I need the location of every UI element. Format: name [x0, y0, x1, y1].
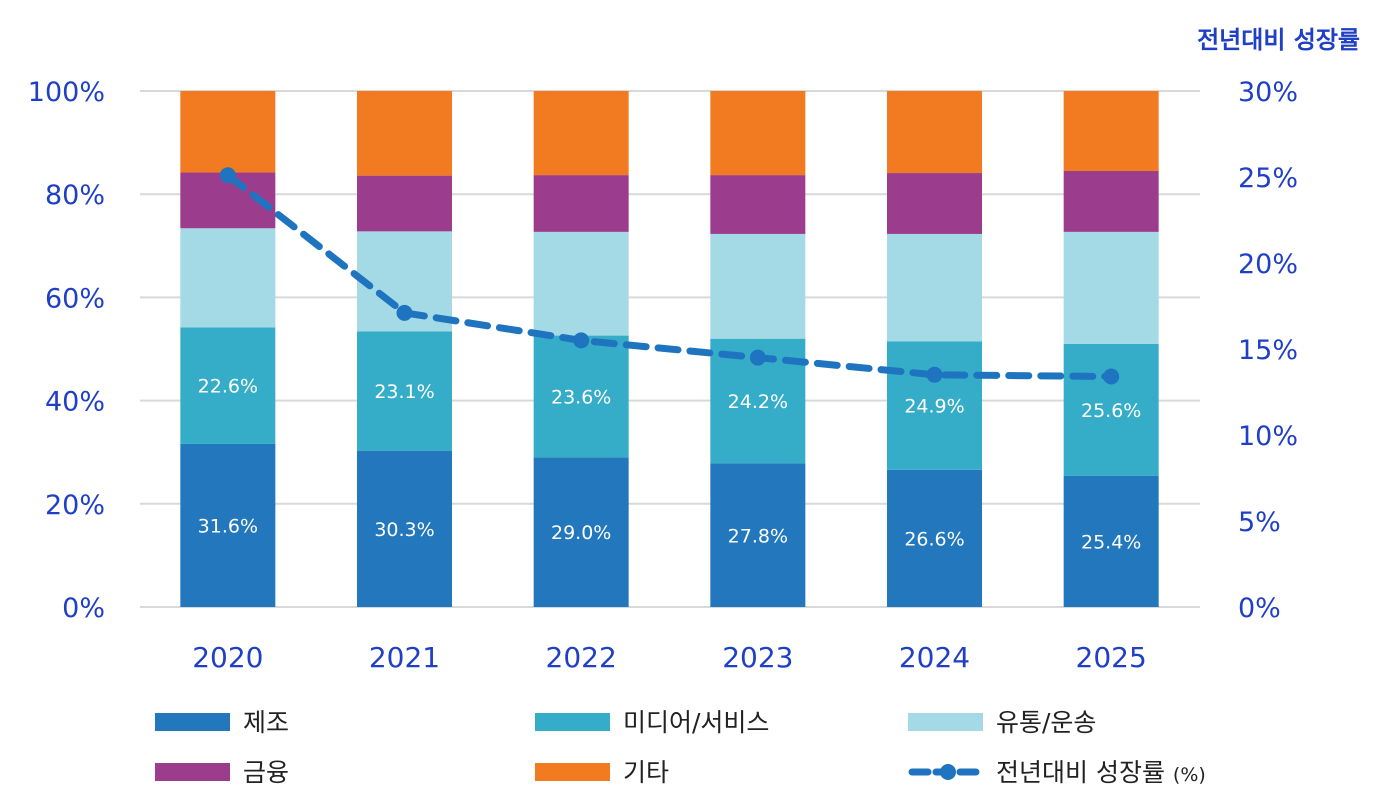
- legend-swatch: [535, 763, 610, 781]
- x-tick-label: 2022: [546, 641, 617, 674]
- legend-label: 금융: [243, 758, 289, 787]
- growth-marker: [749, 349, 766, 366]
- bar-segment: [710, 175, 806, 234]
- data-label: 30.3%: [374, 519, 434, 541]
- data-label: 31.6%: [198, 515, 258, 537]
- bar-segment: [887, 91, 982, 174]
- x-tick-label: 2023: [722, 641, 793, 674]
- right-tick-label: 5%: [1238, 507, 1281, 538]
- growth-marker: [1103, 368, 1120, 385]
- bar-segment: [533, 335, 629, 458]
- bar-segment: [180, 91, 276, 173]
- left-tick-label: 60%: [45, 283, 105, 314]
- legend-label: 유통/운송: [996, 708, 1096, 737]
- data-label: 23.6%: [551, 386, 611, 408]
- x-tick-label: 2021: [369, 641, 440, 674]
- left-tick-label: 100%: [28, 77, 105, 108]
- legend-swatch: [908, 713, 983, 731]
- left-tick-label: 80%: [45, 180, 105, 211]
- data-label: 22.6%: [198, 376, 258, 398]
- bar-segment: [887, 341, 982, 470]
- bar-segment: [710, 233, 806, 339]
- right-tick-label: 0%: [1238, 593, 1281, 624]
- bar-segment: [710, 91, 806, 176]
- data-label: 25.6%: [1081, 400, 1141, 422]
- bar-segment: [533, 457, 629, 607]
- bar-segment: [180, 443, 276, 607]
- growth-marker: [573, 332, 590, 349]
- x-tick-label: 2025: [1076, 641, 1147, 674]
- legend-label: 기타: [623, 758, 669, 787]
- bar-segment: [533, 91, 629, 176]
- right-tick-label: 15%: [1238, 335, 1298, 366]
- bar-segment: [357, 175, 452, 232]
- bar-segment: [1063, 170, 1159, 232]
- data-label: 27.8%: [728, 525, 788, 547]
- bar-segment: [1063, 475, 1159, 607]
- growth-line: [224, 171, 1115, 381]
- right-tick-label: 20%: [1238, 249, 1298, 280]
- legend-label: 제조: [243, 708, 289, 737]
- bar-segment: [357, 450, 452, 607]
- data-label: 23.1%: [374, 381, 434, 403]
- growth-marker: [396, 304, 413, 321]
- bar-segment: [180, 228, 276, 328]
- data-label: 25.4%: [1081, 531, 1141, 553]
- right-tick-label: 10%: [1238, 421, 1298, 452]
- legend-line-marker: [940, 764, 956, 780]
- data-label: 24.2%: [728, 391, 788, 413]
- bar-segment: [887, 233, 982, 342]
- bar-segment: [533, 231, 629, 336]
- bar-segment: [1063, 343, 1159, 476]
- bar-segment: [887, 469, 982, 607]
- bar-segment: [1063, 91, 1159, 171]
- bar-segment: [887, 173, 982, 234]
- bar-segment: [357, 91, 452, 176]
- left-tick-label: 20%: [45, 490, 105, 521]
- legend-swatch: [535, 713, 610, 731]
- legend-label: 전년대비 성장률 (%): [996, 758, 1206, 787]
- x-tick-label: 2024: [899, 641, 970, 674]
- right-axis-title: 전년대비 성장률: [1197, 26, 1360, 54]
- legend-unit: (%): [1173, 764, 1206, 786]
- growth-marker: [926, 366, 943, 383]
- bar-segment: [180, 327, 276, 444]
- growth-marker: [219, 167, 236, 184]
- legend-swatch: [155, 713, 230, 731]
- x-tick-label: 2020: [192, 641, 263, 674]
- data-label: 26.6%: [904, 528, 964, 550]
- left-tick-label: 0%: [62, 593, 105, 624]
- bar-segment: [1063, 231, 1159, 344]
- data-label: 24.9%: [904, 396, 964, 418]
- data-label: 29.0%: [551, 522, 611, 544]
- legend-swatch: [155, 763, 230, 781]
- bar-segment: [357, 331, 452, 451]
- left-tick-label: 40%: [45, 387, 105, 418]
- right-tick-label: 25%: [1238, 163, 1298, 194]
- bar-segment: [533, 175, 629, 232]
- bar-segment: [710, 463, 806, 607]
- legend-label: 미디어/서비스: [623, 708, 769, 737]
- right-tick-label: 30%: [1238, 77, 1298, 108]
